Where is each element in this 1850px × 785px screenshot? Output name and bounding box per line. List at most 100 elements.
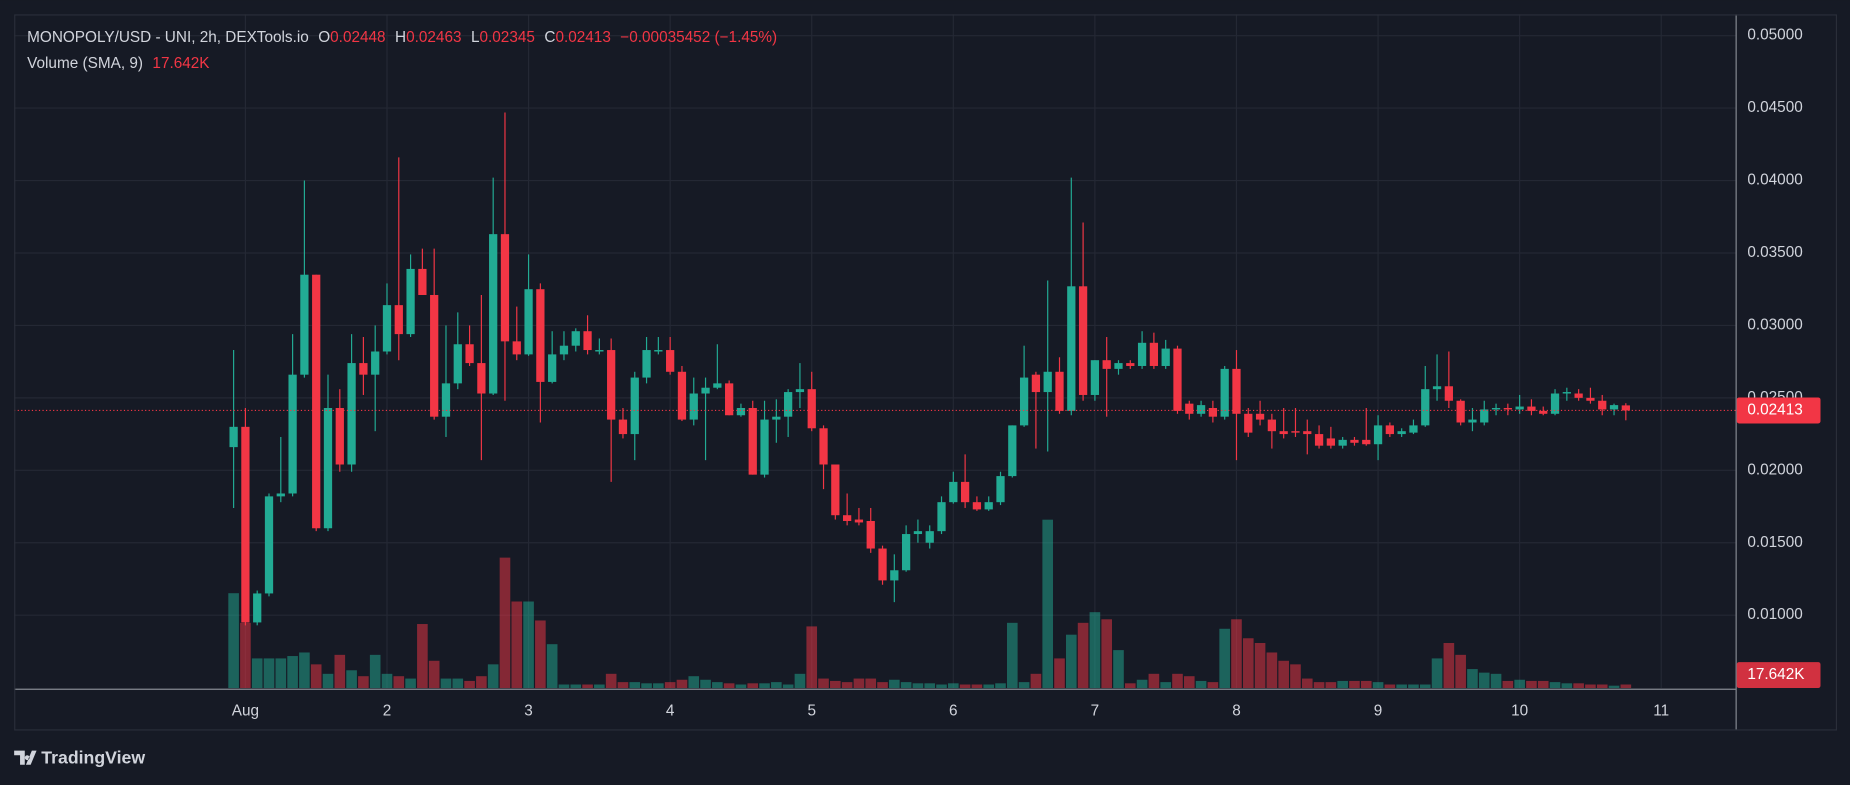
candle-body bbox=[1126, 363, 1135, 366]
candle-body bbox=[1291, 431, 1300, 433]
candle-body bbox=[1444, 386, 1453, 401]
volume-bar bbox=[594, 684, 605, 689]
legend-key: L bbox=[471, 29, 480, 46]
candle-body bbox=[666, 350, 675, 372]
candle-body bbox=[1255, 413, 1265, 420]
volume-bar bbox=[440, 678, 452, 689]
candle-body bbox=[1220, 368, 1229, 417]
candle-body bbox=[831, 464, 840, 516]
candle-body bbox=[819, 428, 828, 465]
candle-body bbox=[854, 519, 864, 523]
volume-bar bbox=[605, 673, 617, 689]
volume-bar bbox=[1278, 660, 1289, 689]
candle-body bbox=[1421, 389, 1430, 426]
candle-body bbox=[371, 351, 380, 375]
candle-body bbox=[1480, 409, 1489, 423]
legend-line: MONOPOLY/USD - UNI, 2h, DEXTools.io O0.02… bbox=[27, 29, 777, 46]
logo: TradingView bbox=[14, 748, 145, 768]
volume-bar bbox=[1573, 683, 1584, 689]
volume-bar bbox=[759, 683, 770, 689]
volume-bar bbox=[1337, 680, 1348, 689]
volume-bar bbox=[1160, 682, 1171, 689]
volume-bar bbox=[535, 620, 546, 689]
volume-bar bbox=[1054, 658, 1065, 689]
candle-body bbox=[878, 548, 887, 581]
volume-bar bbox=[959, 684, 971, 689]
candle-body bbox=[1267, 419, 1277, 432]
candle-body bbox=[1043, 371, 1052, 393]
y-tick-label: 0.01500 bbox=[1747, 534, 1802, 551]
volume-bar bbox=[688, 676, 700, 689]
volume-bar bbox=[1254, 642, 1266, 689]
y-tick-label: 0.03500 bbox=[1747, 244, 1802, 261]
candle-body bbox=[1527, 406, 1536, 411]
volume-bar bbox=[1478, 672, 1490, 689]
candle-body bbox=[382, 305, 392, 352]
candle-body bbox=[630, 377, 639, 435]
volume-bar bbox=[464, 680, 475, 689]
volume-bar bbox=[1030, 673, 1042, 689]
volume-bar bbox=[393, 676, 405, 689]
candle-body bbox=[323, 407, 333, 529]
volume-bar bbox=[1266, 652, 1278, 689]
volume-bar bbox=[971, 684, 983, 689]
volume-bar bbox=[570, 684, 582, 689]
volume-bar bbox=[1419, 684, 1431, 689]
volume-bar bbox=[1065, 634, 1077, 689]
candle-body bbox=[394, 305, 403, 335]
volume-bar bbox=[1443, 642, 1455, 689]
volume-bar bbox=[664, 682, 676, 689]
candle-body bbox=[559, 345, 569, 355]
candle-body bbox=[229, 426, 238, 448]
candle-body bbox=[1149, 342, 1159, 366]
candle-body bbox=[548, 354, 557, 382]
candle-body bbox=[1432, 386, 1442, 390]
volume-bar bbox=[1136, 679, 1148, 689]
volume-bar bbox=[1207, 682, 1219, 689]
candle-body bbox=[1279, 431, 1288, 435]
candle-body bbox=[1019, 377, 1029, 426]
volume-bar bbox=[1526, 680, 1537, 689]
candle-body bbox=[1161, 348, 1170, 366]
volume-bar bbox=[287, 656, 298, 689]
volume-bar bbox=[263, 658, 275, 689]
candle-body bbox=[1385, 425, 1394, 435]
volume-bar bbox=[1608, 685, 1620, 689]
candle-body bbox=[1173, 348, 1182, 411]
candle-body bbox=[1055, 371, 1064, 411]
x-tick-label: 5 bbox=[807, 703, 816, 720]
volume-bar bbox=[617, 682, 629, 689]
logo-icon bbox=[14, 750, 37, 765]
x-tick-label: 2 bbox=[383, 703, 392, 720]
candle-body bbox=[264, 496, 274, 594]
volume-bar bbox=[889, 679, 900, 689]
candle-body bbox=[1491, 407, 1501, 410]
candle-body bbox=[1562, 392, 1571, 394]
candle-body bbox=[1090, 360, 1100, 395]
candle-body bbox=[925, 531, 934, 543]
candle-body bbox=[713, 383, 722, 388]
candle-body bbox=[312, 274, 321, 529]
candle-body bbox=[913, 531, 923, 535]
volume-bar bbox=[1396, 684, 1407, 689]
volume-bar bbox=[1313, 682, 1325, 689]
candle-body bbox=[347, 363, 356, 465]
candle-body bbox=[795, 389, 805, 393]
candle-body bbox=[1373, 425, 1383, 445]
volume-bar bbox=[275, 658, 287, 689]
candle-body bbox=[1539, 410, 1548, 414]
candle-body bbox=[489, 234, 498, 394]
legend-value: 0.02463 bbox=[406, 29, 461, 46]
candle-body bbox=[1515, 406, 1524, 410]
volume-bar bbox=[1549, 682, 1561, 689]
candle-body bbox=[996, 476, 1005, 503]
candle-body bbox=[583, 331, 592, 351]
candle-body bbox=[1067, 286, 1076, 411]
candle-body bbox=[465, 344, 474, 364]
candle-body bbox=[1456, 400, 1465, 423]
candle-body bbox=[760, 419, 769, 475]
candle-body bbox=[984, 502, 993, 510]
volume-bar bbox=[487, 664, 499, 689]
